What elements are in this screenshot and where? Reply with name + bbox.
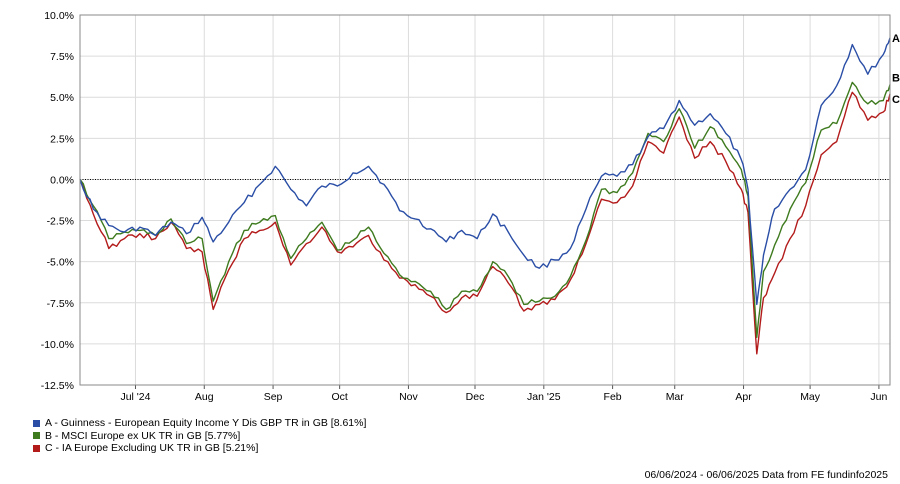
end-label-a: A xyxy=(892,33,900,45)
x-tick-label: Jun xyxy=(870,391,887,403)
x-tick-label: May xyxy=(800,391,821,403)
x-tick-label: Feb xyxy=(604,391,622,403)
legend-label-a: A - Guinness - European Equity Income Y … xyxy=(45,417,367,429)
legend-swatch-a xyxy=(33,419,40,427)
x-tick-label: Nov xyxy=(399,391,418,403)
y-axis-ticks: 10.0% 7.5% 5.0% 2.5% 0.0% -2.5% -5.0% -7.5% -10.… xyxy=(41,10,74,392)
grid-lines xyxy=(80,14,890,386)
y-tick-label: -7.5% xyxy=(47,298,74,310)
plot-frame xyxy=(79,14,891,386)
x-tick-label: Mar xyxy=(666,391,685,403)
x-axis-ticks: Jul '24 Aug Sep Oct Nov Dec Jan '25 Feb Mar Apr Ma… xyxy=(120,385,888,403)
end-label-c: C xyxy=(892,94,900,106)
legend-swatch-c xyxy=(33,444,40,452)
y-tick-label: -10.0% xyxy=(41,339,74,351)
y-tick-label: 7.5% xyxy=(50,51,74,63)
legend-swatch-b xyxy=(33,432,40,440)
series-line-b xyxy=(79,81,891,338)
footer-source: 06/06/2024 - 06/06/2025 Data from FE fun… xyxy=(644,469,888,481)
legend-label-c: C - IA Europe Excluding UK TR in GB [5.2… xyxy=(45,442,259,454)
end-label-b: B xyxy=(892,73,900,85)
series-end-labels: A BC xyxy=(892,33,900,106)
x-tick-label: Jan '25 xyxy=(527,391,561,403)
y-tick-label: -5.0% xyxy=(47,257,74,269)
x-tick-label: Dec xyxy=(466,391,485,403)
legend-label-b: B - MSCI Europe ex UK TR in GB [5.77%] xyxy=(45,429,241,442)
legend: A - Guinness - European Equity Income Y … xyxy=(33,417,366,455)
y-tick-label: -2.5% xyxy=(47,216,74,228)
series-line-a xyxy=(79,37,891,306)
series-line-c xyxy=(79,91,891,355)
series-lines xyxy=(79,37,891,355)
legend-item-b: B - MSCI Europe ex UK TR in GB [5.77%] xyxy=(33,430,366,443)
y-tick-label: 5.0% xyxy=(50,92,74,104)
y-tick-label: 0.0% xyxy=(50,174,74,186)
x-tick-label: Jul '24 xyxy=(120,391,150,403)
legend-item-c: C - IA Europe Excluding UK TR in GB [5.2… xyxy=(33,442,366,455)
y-tick-label: -12.5% xyxy=(41,380,74,392)
y-tick-label: 10.0% xyxy=(44,10,74,22)
y-tick-label: 2.5% xyxy=(50,133,74,145)
x-tick-label: Aug xyxy=(195,391,214,403)
x-tick-label: Apr xyxy=(735,391,752,403)
x-tick-label: Oct xyxy=(331,391,347,403)
legend-item-a: A - Guinness - European Equity Income Y … xyxy=(33,417,366,430)
x-tick-label: Sep xyxy=(264,391,283,403)
performance-chart: 10.0% 7.5% 5.0% 2.5% 0.0% -2.5% -5.0% -7.5% -10.… xyxy=(41,10,900,403)
